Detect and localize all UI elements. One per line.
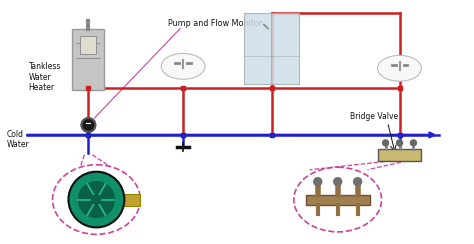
FancyBboxPatch shape (124, 193, 140, 205)
Ellipse shape (161, 53, 205, 79)
Circle shape (69, 172, 124, 227)
Circle shape (314, 178, 322, 186)
Text: Pump and Flow Monitor: Pump and Flow Monitor (168, 19, 263, 28)
Text: Bridge Valve: Bridge Valve (350, 112, 398, 121)
Circle shape (383, 140, 389, 146)
Circle shape (410, 140, 417, 146)
Circle shape (79, 182, 114, 217)
Circle shape (397, 140, 402, 146)
Circle shape (334, 178, 342, 186)
Text: Cold
Water: Cold Water (7, 130, 29, 149)
FancyBboxPatch shape (81, 37, 96, 54)
FancyBboxPatch shape (244, 13, 299, 84)
FancyBboxPatch shape (73, 29, 104, 90)
Text: Tankless
Water
Heater: Tankless Water Heater (28, 62, 61, 92)
Circle shape (354, 178, 362, 186)
Ellipse shape (378, 55, 421, 81)
FancyBboxPatch shape (306, 194, 370, 204)
Circle shape (82, 118, 95, 132)
FancyBboxPatch shape (378, 149, 421, 161)
